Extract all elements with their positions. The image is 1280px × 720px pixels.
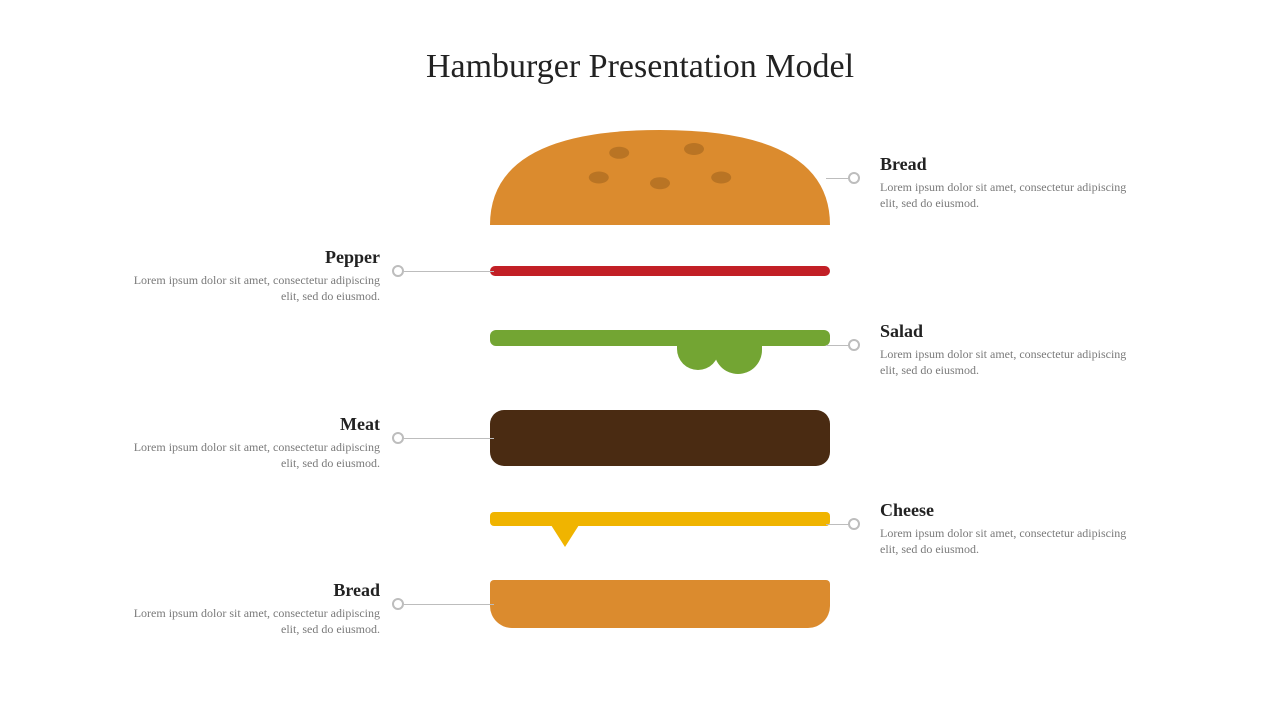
- label-desc-salad: Lorem ipsum dolor sit amet, consectetur …: [880, 346, 1140, 378]
- label-title-pepper: Pepper: [120, 247, 380, 268]
- label-block-cheese: Cheese Lorem ipsum dolor sit amet, consec…: [880, 500, 1140, 557]
- label-desc-meat: Lorem ipsum dolor sit amet, consectetur …: [120, 439, 380, 471]
- label-title-bun-top: Bread: [880, 154, 1140, 175]
- label-block-bun-top: Bread Lorem ipsum dolor sit amet, consect…: [880, 154, 1140, 211]
- label-block-meat: Meat Lorem ipsum dolor sit amet, consecte…: [120, 414, 380, 471]
- connector-dot-meat: [392, 432, 404, 444]
- label-block-pepper: Pepper Lorem ipsum dolor sit amet, consec…: [120, 247, 380, 304]
- layer-cheese: [490, 512, 830, 526]
- label-desc-cheese: Lorem ipsum dolor sit amet, consectetur …: [880, 525, 1140, 557]
- label-title-cheese: Cheese: [880, 500, 1140, 521]
- connector-dot-bun-top: [848, 172, 860, 184]
- connector-dot-cheese: [848, 518, 860, 530]
- label-block-salad: Salad Lorem ipsum dolor sit amet, consect…: [880, 321, 1140, 378]
- connector-dot-bun-bottom: [392, 598, 404, 610]
- label-desc-bun-top: Lorem ipsum dolor sit amet, consectetur …: [880, 179, 1140, 211]
- connector-dot-pepper: [392, 265, 404, 277]
- connector-line-pepper: [404, 271, 494, 272]
- label-block-bun-bottom: Bread Lorem ipsum dolor sit amet, consect…: [120, 580, 380, 637]
- connector-dot-salad: [848, 339, 860, 351]
- layer-meat: [490, 410, 830, 466]
- page-title: Hamburger Presentation Model: [0, 48, 1280, 86]
- layer-salad: [490, 330, 830, 346]
- label-desc-pepper: Lorem ipsum dolor sit amet, consectetur …: [120, 272, 380, 304]
- label-desc-bun-bottom: Lorem ipsum dolor sit amet, consectetur …: [120, 605, 380, 637]
- label-title-bun-bottom: Bread: [120, 580, 380, 601]
- label-title-salad: Salad: [880, 321, 1140, 342]
- connector-line-meat: [404, 438, 494, 439]
- layer-pepper: [490, 266, 830, 276]
- layer-bun-top: [490, 130, 830, 225]
- connector-line-bun-bottom: [404, 604, 494, 605]
- label-title-meat: Meat: [120, 414, 380, 435]
- layer-bun-bottom: [490, 580, 830, 628]
